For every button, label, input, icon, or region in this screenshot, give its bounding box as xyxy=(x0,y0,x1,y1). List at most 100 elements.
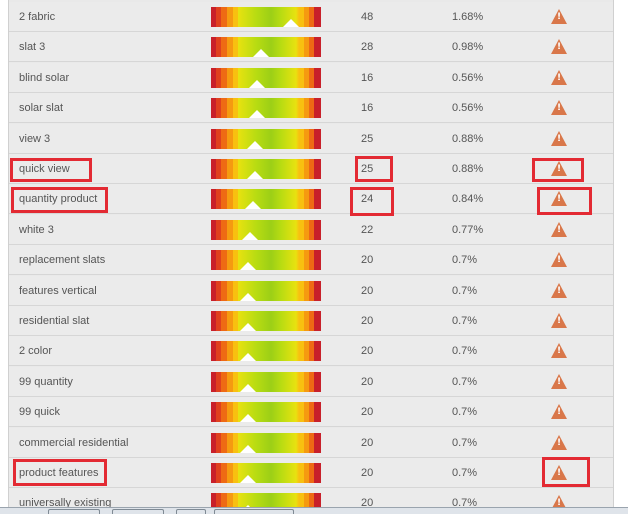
keyword-count: 48 xyxy=(361,11,374,23)
keyword-link[interactable]: commercial residential xyxy=(19,436,129,449)
taskbar-button[interactable] xyxy=(176,509,206,514)
table-row: blind solar 16 0.56%! xyxy=(9,62,613,93)
warning-triangle-icon[interactable]: ! xyxy=(551,434,567,450)
keyword-link[interactable]: 2 color xyxy=(19,345,53,358)
table-row: 2 color 20 0.7%! xyxy=(9,336,613,367)
density-gauge xyxy=(211,341,321,362)
keyword-link[interactable]: 99 quantity xyxy=(19,375,73,388)
keyword-percent: 0.7% xyxy=(452,467,478,479)
density-gauge xyxy=(211,219,321,240)
warning-triangle-icon[interactable]: ! xyxy=(551,404,567,420)
keyword-link[interactable]: white 3 xyxy=(19,223,54,236)
table-row: replacement slats 20 0.7%! xyxy=(9,245,613,276)
table-row: universally existing 20 0.7%! xyxy=(9,488,613,509)
density-gauge xyxy=(211,189,321,210)
taskbar-button[interactable] xyxy=(214,509,294,514)
keyword-percent: 0.7% xyxy=(452,497,478,509)
density-gauge xyxy=(211,311,321,331)
table-row: 99 quantity 20 0.7%! xyxy=(9,366,613,397)
keyword-percent: 0.7% xyxy=(452,406,478,419)
keyword-link[interactable]: universally existing xyxy=(19,497,112,509)
density-gauge xyxy=(211,37,321,58)
taskbar-button[interactable] xyxy=(112,509,164,514)
table-row: quantity product 24 0.84%! xyxy=(9,184,613,215)
taskbar-button[interactable] xyxy=(48,509,100,514)
keyword-count: 20 xyxy=(361,284,374,297)
keyword-count: 22 xyxy=(361,223,374,236)
table-row: product features 20 0.7%! xyxy=(9,458,613,488)
warning-triangle-icon[interactable]: ! xyxy=(551,252,567,268)
density-gauge xyxy=(211,432,321,453)
warning-triangle-icon[interactable]: ! xyxy=(551,495,567,509)
table-row: commercial residential 20 0.7%! xyxy=(9,427,613,458)
keyword-count: 20 xyxy=(361,467,374,479)
keyword-count: 28 xyxy=(361,41,374,54)
keyword-percent: 0.7% xyxy=(452,284,478,297)
density-gauge xyxy=(211,128,321,149)
keyword-count: 25 xyxy=(361,163,374,175)
density-gauge xyxy=(211,67,321,88)
warning-triangle-icon[interactable]: ! xyxy=(551,130,567,146)
keyword-percent: 0.7% xyxy=(452,315,478,327)
table-row: 2 fabric 48 1.68%! xyxy=(9,2,613,32)
keyword-percent: 1.68% xyxy=(452,11,484,23)
keyword-count: 20 xyxy=(361,406,374,419)
warning-triangle-icon[interactable]: ! xyxy=(551,9,567,24)
warning-triangle-icon[interactable]: ! xyxy=(551,39,567,55)
keyword-link[interactable]: quick view xyxy=(19,163,70,175)
density-gauge xyxy=(211,250,321,271)
keyword-count: 16 xyxy=(361,102,374,115)
table-row: quick view 25 0.88%! xyxy=(9,154,613,184)
table-row: view 3 25 0.88%! xyxy=(9,123,613,154)
warning-triangle-icon[interactable]: ! xyxy=(551,343,567,359)
keyword-link[interactable]: replacement slats xyxy=(19,254,106,267)
keyword-link[interactable]: residential slat xyxy=(19,315,90,327)
keyword-count: 20 xyxy=(361,315,374,327)
keyword-percent: 0.88% xyxy=(452,163,484,175)
keyword-count: 24 xyxy=(361,193,374,206)
keyword-count: 25 xyxy=(361,132,374,145)
keyword-link[interactable]: blind solar xyxy=(19,71,70,84)
warning-triangle-icon[interactable]: ! xyxy=(551,313,567,328)
taskbar xyxy=(0,507,628,514)
keyword-count: 20 xyxy=(361,345,374,358)
table-row: white 3 22 0.77%! xyxy=(9,214,613,245)
keyword-link[interactable]: view 3 xyxy=(19,132,51,145)
warning-triangle-icon[interactable]: ! xyxy=(551,161,567,176)
keyword-link[interactable]: quantity product xyxy=(19,193,98,206)
keyword-percent: 0.84% xyxy=(452,193,484,206)
keyword-count: 16 xyxy=(361,71,374,84)
keyword-percent: 0.7% xyxy=(452,436,478,449)
keyword-percent: 0.7% xyxy=(452,375,478,388)
keyword-percent: 0.98% xyxy=(452,41,484,54)
table-row: features vertical 20 0.7%! xyxy=(9,275,613,306)
density-gauge xyxy=(211,159,321,179)
keyword-link[interactable]: product features xyxy=(19,467,99,479)
keyword-link[interactable]: slat 3 xyxy=(19,41,46,54)
table-row: slat 3 28 0.98%! xyxy=(9,32,613,63)
keyword-percent: 0.56% xyxy=(452,71,484,84)
keyword-percent: 0.77% xyxy=(452,223,484,236)
warning-triangle-icon[interactable]: ! xyxy=(551,100,567,116)
density-gauge xyxy=(211,280,321,301)
table-row: residential slat 20 0.7%! xyxy=(9,306,613,336)
keyword-percent: 0.56% xyxy=(452,102,484,115)
keyword-link[interactable]: features vertical xyxy=(19,284,97,297)
warning-triangle-icon[interactable]: ! xyxy=(551,191,567,207)
warning-triangle-icon[interactable]: ! xyxy=(551,465,567,480)
density-gauge xyxy=(211,98,321,119)
keyword-link[interactable]: 99 quick xyxy=(19,406,60,419)
keyword-density-table: 2 fabric 48 1.68%! slat 3 28 0.98%! blind sola… xyxy=(8,0,614,509)
table-row: 99 quick 20 0.7%! xyxy=(9,397,613,428)
keyword-link[interactable]: 2 fabric xyxy=(19,11,56,23)
keyword-link[interactable]: solar slat xyxy=(19,102,64,115)
density-gauge xyxy=(211,463,321,483)
density-gauge xyxy=(211,371,321,392)
warning-triangle-icon[interactable]: ! xyxy=(551,221,567,237)
density-gauge xyxy=(211,402,321,423)
keyword-percent: 0.88% xyxy=(452,132,484,145)
warning-triangle-icon[interactable]: ! xyxy=(551,373,567,389)
keyword-count: 20 xyxy=(361,436,374,449)
warning-triangle-icon[interactable]: ! xyxy=(551,69,567,85)
warning-triangle-icon[interactable]: ! xyxy=(551,282,567,298)
